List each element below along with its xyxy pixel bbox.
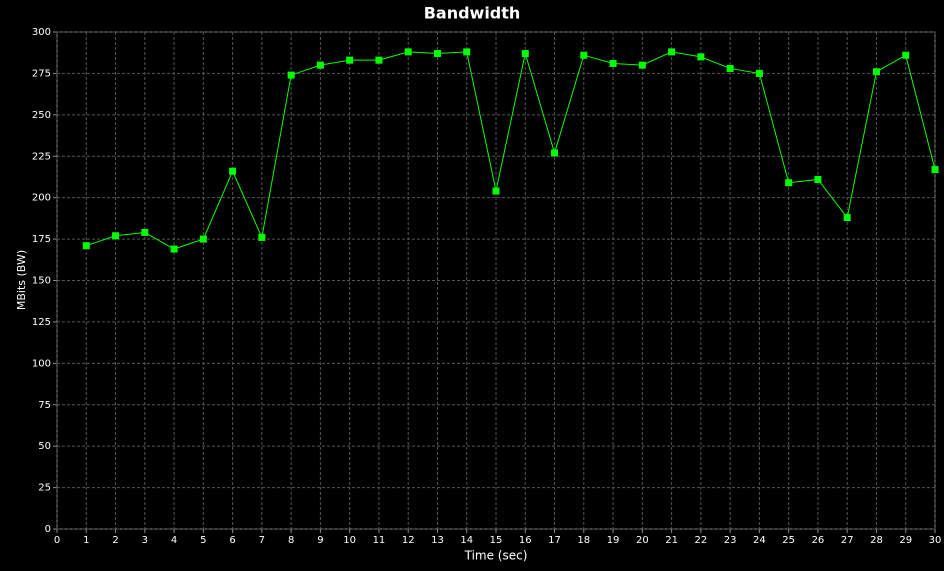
data-point xyxy=(258,233,266,241)
data-point xyxy=(551,149,559,157)
x-tick-label: 18 xyxy=(577,535,590,546)
y-tick-label: 175 xyxy=(32,234,51,245)
x-tick-label: 4 xyxy=(171,535,177,546)
data-point xyxy=(404,48,412,56)
data-point xyxy=(492,187,500,195)
data-point xyxy=(872,68,880,76)
x-tick-label: 10 xyxy=(343,535,356,546)
x-tick-label: 9 xyxy=(317,535,323,546)
data-point xyxy=(229,167,237,175)
x-tick-label: 28 xyxy=(870,535,883,546)
x-tick-label: 30 xyxy=(929,535,942,546)
x-tick-label: 23 xyxy=(724,535,737,546)
data-point xyxy=(346,56,354,64)
x-tick-label: 6 xyxy=(229,535,235,546)
data-point xyxy=(697,53,705,61)
data-point xyxy=(638,61,646,69)
data-point xyxy=(521,50,529,58)
data-point xyxy=(433,50,441,58)
y-tick-label: 150 xyxy=(32,276,51,287)
data-point xyxy=(726,64,734,72)
chart-title: Bandwidth xyxy=(424,4,521,23)
x-tick-label: 27 xyxy=(841,535,854,546)
data-point xyxy=(814,175,822,183)
x-tick-label: 3 xyxy=(142,535,148,546)
y-axis-label: MBits (BW) xyxy=(15,250,28,310)
data-point xyxy=(82,242,90,250)
x-tick-label: 22 xyxy=(694,535,707,546)
data-point xyxy=(463,48,471,56)
data-line xyxy=(86,51,936,250)
data-point xyxy=(199,235,207,243)
x-tick-label: 17 xyxy=(548,535,561,546)
x-tick-label: 15 xyxy=(490,535,503,546)
y-tick-label: 250 xyxy=(32,110,51,121)
data-point xyxy=(375,56,383,64)
data-point xyxy=(902,51,910,59)
y-tick-label: 50 xyxy=(38,441,51,452)
x-tick-label: 16 xyxy=(519,535,532,546)
data-point xyxy=(609,59,617,67)
x-tick-label: 20 xyxy=(636,535,649,546)
y-tick-label: 225 xyxy=(32,151,51,162)
data-point xyxy=(843,214,851,222)
y-tick-label: 275 xyxy=(32,68,51,79)
x-tick-label: 12 xyxy=(402,535,415,546)
x-tick-label: 24 xyxy=(753,535,766,546)
y-tick-label: 75 xyxy=(38,400,51,411)
data-point xyxy=(580,51,588,59)
x-tick-label: 29 xyxy=(899,535,912,546)
x-tick-label: 25 xyxy=(782,535,795,546)
y-tick-label: 100 xyxy=(32,358,51,369)
x-tick-label: 1 xyxy=(83,535,89,546)
x-tick-label: 11 xyxy=(373,535,386,546)
x-axis-label: Time (sec) xyxy=(464,549,528,563)
x-tick-label: 2 xyxy=(112,535,118,546)
data-point xyxy=(755,69,763,77)
x-tick-label: 13 xyxy=(431,535,444,546)
x-tick-label: 19 xyxy=(607,535,620,546)
x-tick-label: 5 xyxy=(200,535,206,546)
data-point xyxy=(931,166,939,174)
data-point xyxy=(170,245,178,253)
data-point xyxy=(668,48,676,56)
x-tick-label: 8 xyxy=(288,535,294,546)
x-tick-label: 21 xyxy=(665,535,678,546)
x-tick-label: 14 xyxy=(460,535,473,546)
data-point xyxy=(785,179,793,187)
x-tick-label: 7 xyxy=(259,535,265,546)
y-tick-label: 0 xyxy=(45,524,51,535)
y-tick-label: 200 xyxy=(32,193,51,204)
y-tick-label: 25 xyxy=(38,483,51,494)
data-point xyxy=(316,61,324,69)
data-point xyxy=(141,228,149,236)
y-tick-label: 125 xyxy=(32,317,51,328)
x-tick-label: 0 xyxy=(54,535,60,546)
data-point xyxy=(112,232,120,240)
y-tick-label: 300 xyxy=(32,27,51,38)
x-tick-label: 26 xyxy=(812,535,825,546)
data-point xyxy=(287,71,295,79)
